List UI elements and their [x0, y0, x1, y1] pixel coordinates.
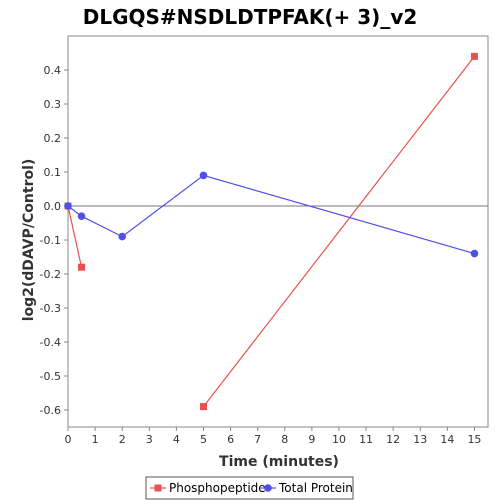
- x-tick-label: 4: [173, 433, 180, 446]
- data-point-phosphopeptide: [470, 52, 478, 60]
- legend-marker-phosphopeptide: [154, 484, 162, 492]
- legend-box: [145, 476, 354, 500]
- chart-title: DLGQS#NSDLDTPFAK(+ 3)_v2: [83, 5, 418, 29]
- x-tick-label: 5: [200, 433, 207, 446]
- y-tick-label: 0.1: [44, 166, 62, 179]
- series-layer: [64, 52, 479, 411]
- x-tick-label: 8: [281, 433, 288, 446]
- series-line-phosphopeptide: [67, 205, 83, 268]
- x-tick-label: 11: [359, 433, 373, 446]
- y-tick-label: 0.4: [44, 64, 62, 77]
- y-tick-label: -0.2: [40, 268, 61, 281]
- data-point-total-protein: [199, 171, 208, 180]
- x-tick-label: 1: [92, 433, 99, 446]
- x-tick-label: 12: [386, 433, 400, 446]
- series-line-phosphopeptide: [203, 56, 475, 407]
- x-tick-label: 13: [413, 433, 427, 446]
- legend-label-total-protein: Total Protein: [278, 481, 353, 495]
- x-tick-label: 2: [119, 433, 126, 446]
- legend-marker-total-protein: [264, 484, 272, 492]
- data-point-phosphopeptide: [199, 403, 207, 411]
- data-point-total-protein: [470, 249, 479, 258]
- x-tick-label: 3: [146, 433, 153, 446]
- axes: 0 1 2 3 4 5 6 7 8 9 10 11 12 13 14 15-0.6-0.5-0.4-0.3-0…: [40, 35, 489, 446]
- data-point-phosphopeptide: [78, 263, 86, 271]
- y-tick-label: 0.0: [44, 200, 62, 213]
- plot-frame: [67, 35, 489, 428]
- x-tick-label: 14: [440, 433, 454, 446]
- x-tick-label: 6: [227, 433, 234, 446]
- y-axis-title: log2(dDAVP/Control): [21, 159, 37, 322]
- y-tick-label: 0.3: [44, 98, 62, 111]
- legend-label-phosphopeptide: Phosphopeptide: [169, 481, 266, 495]
- x-tick-label: 15: [467, 433, 481, 446]
- data-point-total-protein: [118, 232, 126, 241]
- x-axis-title: Time (minutes): [219, 454, 339, 470]
- x-tick-label: 0: [65, 433, 72, 446]
- data-point-total-protein: [64, 202, 72, 210]
- y-tick-label: -0.1: [40, 234, 61, 247]
- legend: Phosphopeptide Total Protein: [145, 476, 354, 500]
- y-tick-label: 0.2: [44, 132, 62, 145]
- y-tick-label: -0.5: [40, 370, 61, 383]
- y-tick-label: -0.6: [40, 404, 61, 417]
- y-tick-label: -0.4: [40, 336, 61, 349]
- x-tick-label: 9: [308, 433, 315, 446]
- x-tick-label: 10: [332, 433, 346, 446]
- data-point-total-protein: [77, 212, 86, 220]
- series-line-total-protein: [67, 174, 475, 255]
- y-tick-label: -0.3: [40, 302, 61, 315]
- x-tick-label: 7: [254, 433, 261, 446]
